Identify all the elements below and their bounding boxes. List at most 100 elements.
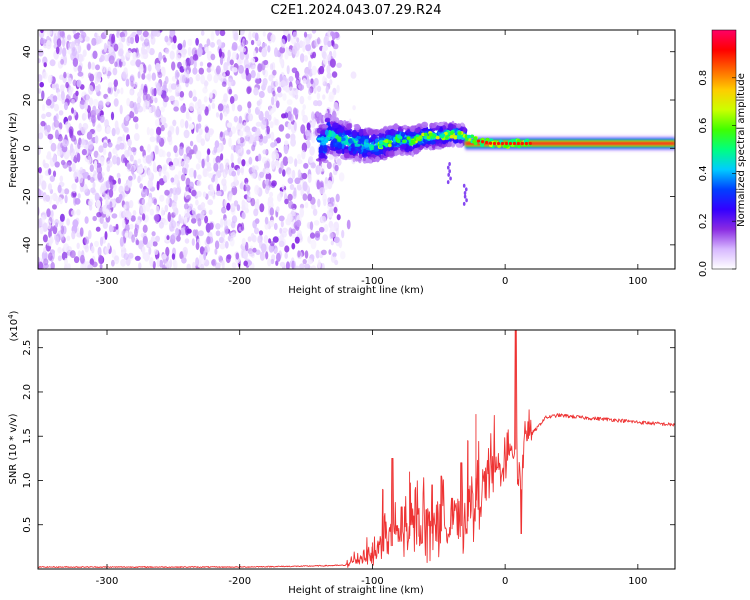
heatmap-cell bbox=[324, 117, 331, 123]
heatmap-cell bbox=[353, 143, 361, 147]
heatmap-cell bbox=[107, 82, 113, 89]
heatmap-cell bbox=[151, 72, 156, 81]
heatmap-cell bbox=[105, 208, 110, 218]
heatmap-cell bbox=[76, 152, 81, 163]
heatmap-cell bbox=[336, 84, 340, 94]
heatmap-cell bbox=[119, 31, 126, 38]
heatmap-cell bbox=[104, 246, 109, 255]
heatmap-cell bbox=[195, 150, 202, 160]
heatmap-cell bbox=[213, 74, 219, 84]
heatmap-cell bbox=[262, 31, 266, 37]
heatmap-cell bbox=[151, 231, 156, 237]
heatmap-cell bbox=[356, 136, 362, 140]
heatmap-cell bbox=[375, 156, 381, 162]
heatmap-cell bbox=[183, 216, 188, 225]
heatmap-cell bbox=[59, 31, 65, 37]
heatmap-cell bbox=[84, 244, 89, 253]
heatmap-cell bbox=[299, 208, 304, 218]
heatmap-cell bbox=[62, 38, 66, 48]
heatmap-cell bbox=[57, 184, 62, 194]
heatmap-cell bbox=[71, 107, 74, 114]
heatmap-cell bbox=[263, 234, 269, 244]
heatmap-cell bbox=[164, 262, 171, 268]
heatmap-cell bbox=[362, 129, 367, 134]
heatmap-cell bbox=[95, 199, 101, 209]
heatmap-cell bbox=[225, 254, 231, 264]
heatmap-cell bbox=[207, 73, 213, 82]
heatmap-cell bbox=[182, 39, 186, 48]
heatmap-cell bbox=[236, 124, 242, 132]
heatmap-cell bbox=[139, 145, 144, 152]
heatmap-cell bbox=[76, 242, 80, 249]
heatmap-cell bbox=[198, 67, 204, 75]
heatmap-cell bbox=[332, 252, 337, 258]
heatmap-cell bbox=[166, 197, 170, 205]
y-tick-label: 1.0 bbox=[22, 473, 33, 489]
heatmap-cell bbox=[186, 263, 191, 269]
heatmap-cell bbox=[59, 84, 66, 90]
heatmap-cell bbox=[294, 158, 298, 168]
heatmap-cell bbox=[185, 194, 192, 202]
heatmap-cell bbox=[449, 131, 454, 135]
heatmap-cell bbox=[189, 181, 194, 190]
heatmap-cell bbox=[336, 62, 342, 68]
heatmap-cell bbox=[240, 165, 245, 176]
heatmap-cell bbox=[270, 182, 276, 189]
heatmap-cell bbox=[111, 33, 116, 44]
heatmap-cell bbox=[108, 188, 114, 198]
heatmap-cell bbox=[310, 78, 314, 85]
heatmap-cell bbox=[87, 155, 92, 165]
heatmap-cell bbox=[60, 58, 64, 65]
heatmap-cell bbox=[354, 123, 361, 131]
heatmap-cell bbox=[117, 177, 121, 185]
heatmap-cell bbox=[198, 158, 202, 164]
heatmap-cell bbox=[248, 250, 255, 257]
colorbar-tick-label: 0.8 bbox=[698, 70, 709, 86]
heatmap-cell bbox=[195, 242, 200, 251]
heatmap-cell bbox=[296, 219, 302, 227]
heatmap-cell bbox=[278, 124, 285, 132]
heatmap-cell bbox=[367, 129, 374, 136]
heatmap-cell bbox=[170, 177, 175, 183]
heatmap-cell bbox=[56, 38, 62, 47]
heatmap-cell bbox=[130, 215, 136, 222]
heatmap-cell bbox=[166, 235, 170, 241]
heatmap-cell bbox=[296, 183, 302, 191]
heatmap-cell bbox=[446, 180, 450, 185]
heatmap-cell bbox=[95, 35, 102, 45]
heatmap-cell bbox=[262, 135, 268, 144]
heatmap-cell bbox=[301, 149, 306, 160]
heatmap-cell bbox=[97, 154, 101, 161]
heatmap-cell bbox=[363, 148, 367, 154]
heatmap-cell bbox=[285, 261, 290, 269]
heatmap-cell bbox=[228, 88, 233, 95]
heatmap-cell bbox=[197, 217, 202, 227]
x-tick-label: 100 bbox=[628, 576, 647, 587]
heatmap-cell bbox=[264, 216, 269, 225]
heatmap-cell bbox=[239, 50, 245, 60]
heatmap-cell bbox=[231, 215, 238, 224]
heatmap-cell bbox=[102, 148, 107, 156]
heatmap-cell bbox=[464, 137, 469, 141]
heatmap-cell bbox=[219, 162, 224, 173]
heatmap-cell bbox=[137, 175, 141, 184]
heatmap-cell bbox=[239, 30, 245, 36]
heatmap-cell bbox=[195, 37, 199, 46]
spectrogram-frame bbox=[37, 29, 676, 270]
heatmap-cell bbox=[146, 73, 151, 80]
heatmap-cell bbox=[66, 235, 71, 241]
heatmap-cell bbox=[319, 180, 324, 188]
heatmap-cell bbox=[200, 104, 206, 111]
heatmap-cell bbox=[66, 34, 72, 41]
heatmap-cell bbox=[344, 148, 349, 154]
heatmap-cell bbox=[55, 222, 59, 228]
heatmap-cell bbox=[243, 250, 248, 260]
heatmap-cell bbox=[315, 249, 320, 259]
heatmap-cell bbox=[288, 200, 294, 209]
heatmap-cell bbox=[132, 163, 139, 169]
heatmap-cell bbox=[308, 156, 314, 163]
heatmap-cell bbox=[91, 245, 95, 254]
heatmap-cell bbox=[49, 236, 54, 244]
heatmap-cell bbox=[338, 239, 343, 249]
heatmap-cell bbox=[309, 232, 316, 239]
